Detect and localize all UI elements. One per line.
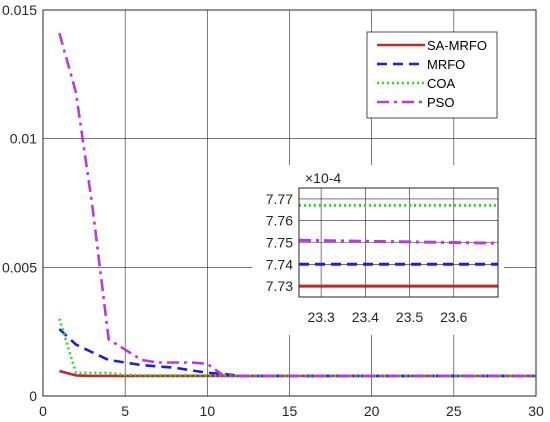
inset-plot-frame <box>298 187 499 298</box>
inset-y-tick-labels: 7.73 7.74 7.75 7.76 7.77 <box>266 191 293 294</box>
y-tick-label: 0.005 <box>2 259 37 275</box>
x-tick-label: 10 <box>200 403 216 419</box>
main-y-tick-labels: 0 0.005 0.01 0.015 <box>2 2 37 404</box>
x-tick-label: 25 <box>446 403 462 419</box>
x-tick-label: 0 <box>39 403 47 419</box>
y-tick-label: 7.76 <box>266 213 293 229</box>
inset-background <box>252 165 504 335</box>
legend-label-mrfo: MRFO <box>427 57 465 72</box>
series-line-pso <box>298 238 499 245</box>
legend-label-pso: PSO <box>427 95 454 110</box>
y-tick-label: 0 <box>29 388 37 404</box>
x-tick-label: 23.5 <box>396 309 423 325</box>
y-tick-label: 0.015 <box>2 2 37 18</box>
y-tick-label: 7.74 <box>266 256 293 272</box>
main-plot-frame <box>42 9 537 397</box>
x-tick-label: 15 <box>282 403 298 419</box>
x-tick-label: 5 <box>121 403 129 419</box>
main-x-tick-labels: 0 5 10 15 20 25 30 <box>39 403 544 419</box>
x-tick-label: 23.3 <box>307 309 334 325</box>
inset-x-tick-labels: 23.3 23.4 23.5 23.6 <box>307 309 467 325</box>
legend: SA-MRFO MRFO COA PSO <box>366 31 498 119</box>
series-line-pso <box>58 32 536 378</box>
main-series <box>58 32 536 378</box>
legend-box <box>366 31 498 119</box>
y-tick-label: 7.73 <box>266 278 293 294</box>
legend-label-sa-mrfo: SA-MRFO <box>427 38 487 53</box>
x-tick-label: 20 <box>364 403 380 419</box>
y-tick-label: 7.77 <box>266 191 293 207</box>
x-tick-label: 30 <box>528 403 544 419</box>
legend-label-coa: COA <box>427 76 456 91</box>
y-tick-label: 7.75 <box>266 235 293 251</box>
y-tick-label: 0.01 <box>10 131 37 147</box>
inset-exponent-label: ×10-4 <box>305 170 341 186</box>
x-tick-label: 23.6 <box>440 309 467 325</box>
inset-series <box>298 203 499 288</box>
x-tick-label: 23.4 <box>352 309 379 325</box>
